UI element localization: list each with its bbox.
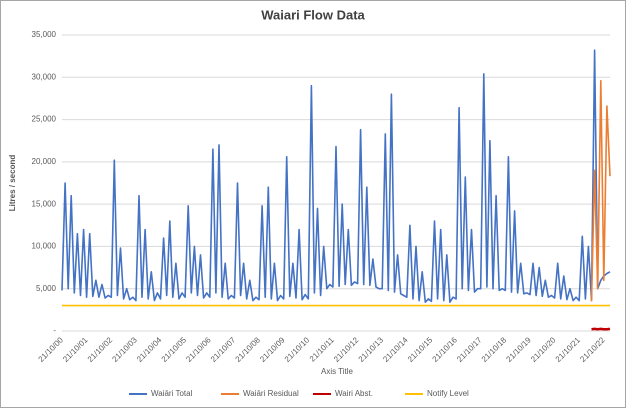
series-line xyxy=(590,79,611,302)
y-tick-label: 15,000 xyxy=(32,199,57,208)
y-tick-label: 5,000 xyxy=(36,284,57,293)
legend-label: Notify Level xyxy=(427,389,469,398)
y-tick-label: 25,000 xyxy=(32,115,57,124)
series-line xyxy=(61,49,611,303)
x-axis-title: Axis Title xyxy=(321,367,354,376)
legend-label: Waiāri Total xyxy=(151,389,193,398)
y-tick-label: 30,000 xyxy=(32,72,57,81)
chart-title: Waiari Flow Data xyxy=(261,7,365,22)
y-tick-label: 35,000 xyxy=(32,30,57,39)
y-tick-label: - xyxy=(53,326,56,335)
legend-label: Waiāri Residual xyxy=(243,389,299,398)
y-tick-label: 20,000 xyxy=(32,157,57,166)
y-tick-label: 10,000 xyxy=(32,242,57,251)
legend-label: Wairi Abst. xyxy=(335,389,373,398)
y-axis-title: Litres / second xyxy=(8,155,17,212)
